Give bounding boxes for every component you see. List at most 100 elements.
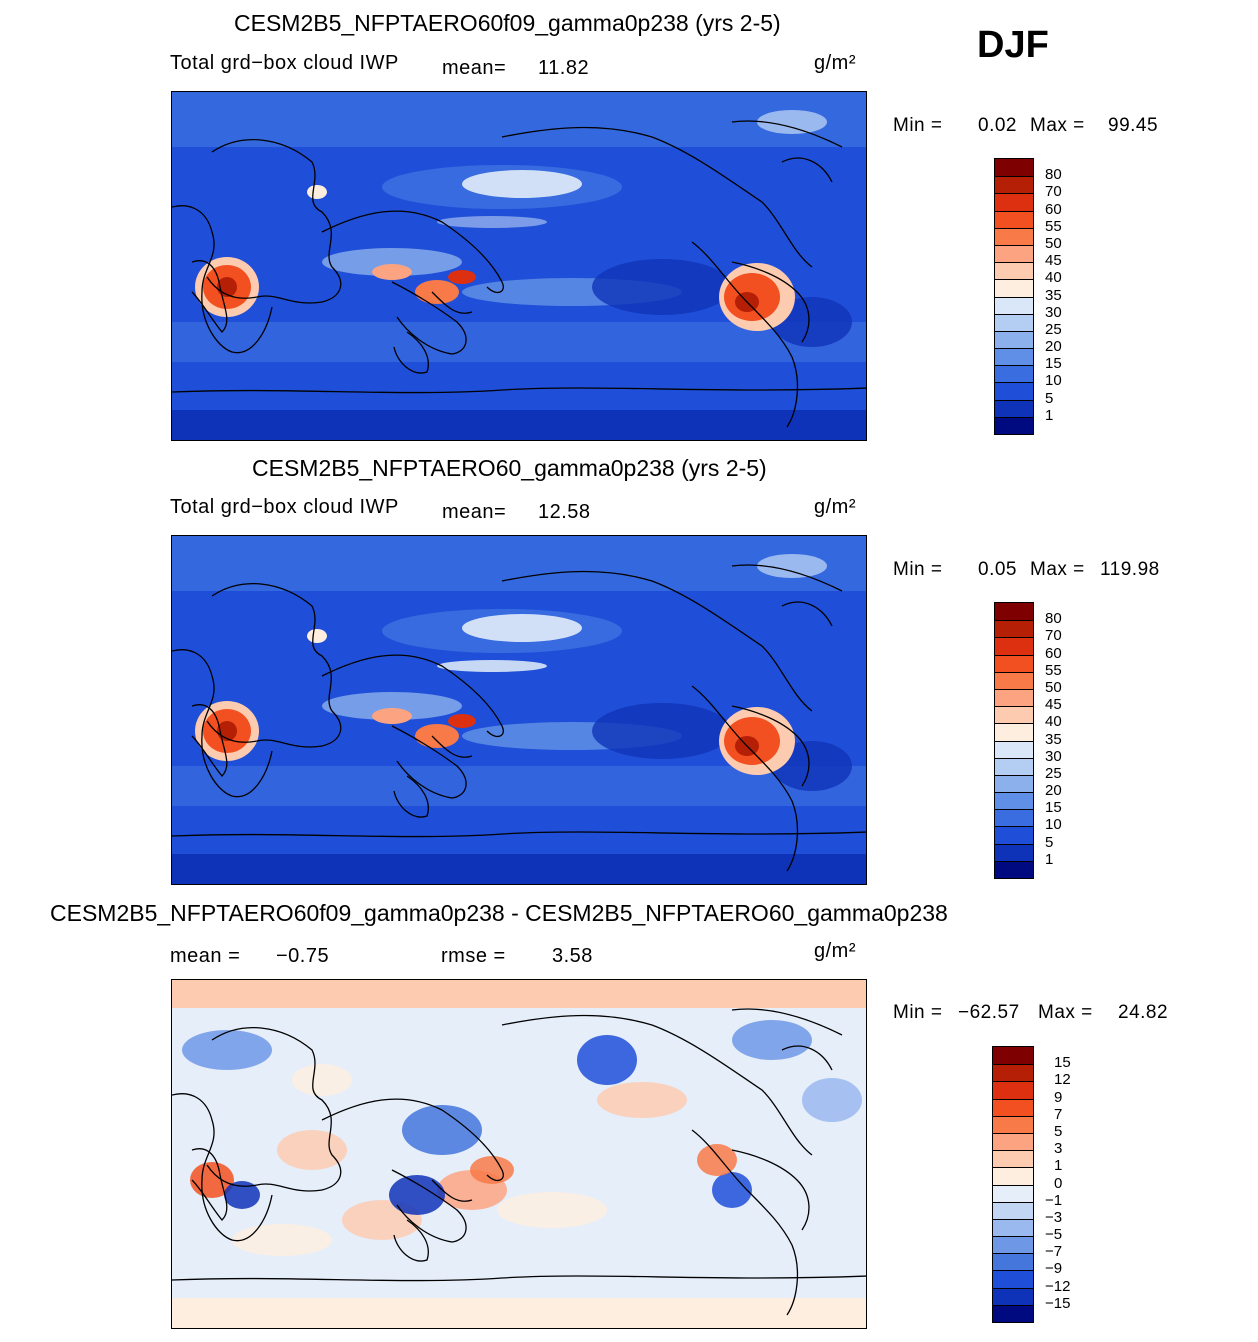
colorbar-tick-label: 1 <box>1045 406 1054 424</box>
panel3-min-label: Min = <box>893 1002 943 1023</box>
coastline-9 <box>393 1219 429 1262</box>
colorbar-swatch <box>993 1184 1033 1202</box>
panel2-title: CESM2B5_NFPTAERO60_gamma0p238 (yrs 2-5) <box>252 455 767 481</box>
diff-anomaly <box>712 1172 752 1208</box>
colorbar-swatch <box>993 1047 1033 1065</box>
coastline-10 <box>172 387 866 394</box>
panel2-max-value: 119.98 <box>1100 559 1160 580</box>
colorbar-swatch <box>995 723 1033 741</box>
panel1-max-label: Max = <box>1030 115 1085 136</box>
colorbar-swatch <box>995 244 1033 263</box>
coastline-11 <box>731 564 843 592</box>
panel2-variable: Total grd−box cloud IWP <box>170 496 399 518</box>
panel1-units: g/m² <box>814 52 856 74</box>
panel1-variable: Total grd−box cloud IWP <box>170 52 399 74</box>
colorbar-swatch <box>993 1304 1033 1322</box>
colorbar-swatch <box>993 1236 1033 1254</box>
diff-anomaly <box>470 1156 514 1184</box>
panel3-rmse-value: 3.58 <box>552 945 593 967</box>
diff-anomaly <box>389 1175 445 1215</box>
panel2-map <box>171 535 867 885</box>
colorbar-swatch <box>995 826 1033 844</box>
coastline-6 <box>691 685 799 872</box>
colorbar-tick-label: −5 <box>1045 1226 1063 1244</box>
panel3-mean-value: −0.75 <box>276 945 330 967</box>
diff-anomaly <box>402 1105 482 1155</box>
colorbar-swatch <box>993 1115 1033 1133</box>
diff-anomaly <box>277 1130 347 1170</box>
colorbar-tick-label: −12 <box>1045 1277 1071 1295</box>
colorbar-swatch <box>995 227 1033 245</box>
panel2-min-label: Min = <box>893 559 943 580</box>
colorbar-swatch <box>995 740 1033 758</box>
colorbar-swatch <box>995 637 1033 655</box>
coastline-2 <box>191 704 228 777</box>
colorbar-tick-label: 5 <box>1045 389 1054 407</box>
panel1-colorbar-labels: 80 70 60 55 50 45 40 35 30 25 20 15 10 5 1 <box>1045 158 1105 433</box>
coastline-7 <box>731 261 810 343</box>
colorbar-swatch <box>993 1201 1033 1219</box>
colorbar-tick-label: 10 <box>1045 372 1062 390</box>
north-band <box>172 92 866 147</box>
new-guinea <box>448 270 476 284</box>
colorbar-tick-label: 5 <box>1045 833 1054 851</box>
panel2-colorbar-labels: 80 70 60 55 50 45 40 35 30 25 20 15 10 5 1 <box>1045 602 1105 877</box>
coastline-8 <box>391 281 467 355</box>
coastline-4 <box>431 291 473 314</box>
coastline-6 <box>691 1129 799 1316</box>
coastline-5 <box>501 126 813 268</box>
colorbar-swatch <box>995 688 1033 707</box>
colorbar-tick-label: 15 <box>1045 355 1062 373</box>
colorbar-tick-label: 55 <box>1045 217 1062 235</box>
panel2-colorbar <box>994 602 1034 879</box>
colorbar-swatch <box>995 348 1033 366</box>
coastline-6 <box>691 241 799 428</box>
colorbar-swatch <box>995 296 1033 314</box>
colorbar-swatch <box>993 1150 1033 1168</box>
colorbar-swatch <box>995 843 1033 861</box>
colorbar-tick-label: 70 <box>1045 183 1062 201</box>
colorbar-swatch <box>993 1167 1033 1185</box>
colorbar-swatch <box>993 1253 1033 1271</box>
north-band <box>172 536 866 591</box>
south-band <box>172 1298 866 1328</box>
coastline-3 <box>321 210 504 294</box>
panel3-colorbar-labels: 15 12 9 7 5 3 1 0 −1 −3 −5 −7 −9 −12 −15 <box>1045 1046 1105 1321</box>
colorbar-swatch <box>995 654 1033 672</box>
colorbar-swatch <box>995 210 1033 228</box>
coastline-11 <box>731 120 843 148</box>
diff-anomaly <box>182 1030 272 1070</box>
new-guinea <box>448 714 476 728</box>
panel3-units: g/m² <box>814 940 856 962</box>
colorbar-tick-label: 30 <box>1045 747 1062 765</box>
coastline-2 <box>191 260 228 333</box>
north-pacific-band <box>437 216 547 228</box>
colorbar-tick-label: 45 <box>1045 696 1062 714</box>
colorbar-tick-label: 50 <box>1045 678 1062 696</box>
colorbar-tick-label: 35 <box>1045 730 1062 748</box>
colorbar-tick-label: 80 <box>1045 166 1062 184</box>
colorbar-swatch <box>993 1081 1033 1099</box>
east-pacific-dry <box>592 259 732 315</box>
coastline-7 <box>731 705 810 787</box>
panel1-max-value: 99.45 <box>1108 115 1159 136</box>
itcz-band <box>322 248 462 276</box>
colorbar-swatch <box>995 330 1033 349</box>
colorbar-tick-label: 25 <box>1045 764 1062 782</box>
panel2-units: g/m² <box>814 496 856 518</box>
north-atlantic-high <box>757 554 827 578</box>
coastline-1 <box>172 205 273 354</box>
pacific-high-iwp <box>462 614 582 642</box>
colorbar-tick-label: 0 <box>1054 1174 1063 1192</box>
colorbar-swatch <box>993 1098 1033 1116</box>
colorbar-swatch <box>993 1270 1033 1288</box>
australia-max <box>415 724 459 748</box>
coastline-12 <box>781 601 833 627</box>
colorbar-tick-label: 15 <box>1045 799 1062 817</box>
coastline-10 <box>172 1275 866 1282</box>
colorbar-tick-label: 35 <box>1045 286 1062 304</box>
north-pacific-band <box>437 660 547 672</box>
colorbar-tick-label: 9 <box>1054 1088 1063 1106</box>
colorbar-swatch <box>993 1287 1033 1305</box>
diff-anomaly <box>224 1181 260 1209</box>
